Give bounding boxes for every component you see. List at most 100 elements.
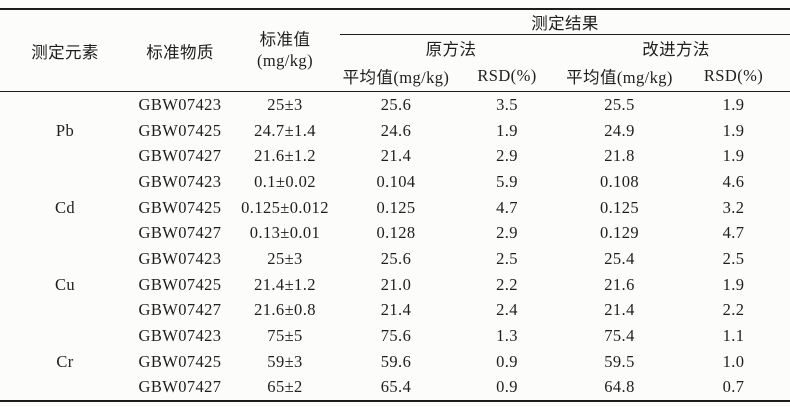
table-row: Cu GBW07423 25±3 25.6 2.5 25.4 2.5: [0, 246, 790, 294]
impr-mean-cell: 21.4: [604, 300, 635, 320]
standard-cell: 0.125±0.012: [241, 197, 329, 217]
element-cell: Cr: [56, 351, 74, 371]
impr-rsd-cell: 2.2: [722, 300, 745, 320]
header-standard-value-line2: (mg/kg): [257, 50, 313, 70]
impr-mean-cell: 25.5: [604, 94, 635, 114]
material-cell: GBW07427: [138, 300, 222, 320]
material-cell: GBW07427: [138, 146, 222, 166]
orig-mean-cell: 25.6: [380, 94, 412, 114]
standard-cell: 25±3: [267, 248, 303, 268]
impr-rsd-cell: 2.5: [722, 248, 745, 268]
table-row: GBW07427 0.13±0.01 0.128 2.9 0.129 4.7: [0, 220, 790, 246]
element-cell: Pb: [55, 120, 75, 140]
header-material: 标准物质: [130, 9, 230, 92]
standard-cell: 21.6±1.2: [254, 146, 316, 166]
orig-rsd-cell: 2.2: [496, 274, 518, 294]
material-cell: GBW07427: [138, 223, 222, 243]
table-row: GBW07425 24.7±1.4 24.6 1.9 24.9 1.9: [0, 118, 790, 144]
orig-mean-cell: 65.4: [380, 377, 412, 397]
header-element: 测定元素: [0, 9, 130, 92]
orig-rsd-cell: 0.9: [496, 377, 518, 397]
impr-mean-cell: 59.5: [604, 351, 635, 371]
material-cell: GBW07425: [138, 197, 222, 217]
material-cell: GBW07425: [138, 274, 222, 294]
results-table: 测定元素 标准物质 标准值 (mg/kg) 测定结果 原方法 改进方法 平均值(…: [0, 8, 790, 403]
impr-mean-cell: 21.6: [604, 274, 635, 294]
impr-mean-cell: 75.4: [604, 326, 635, 346]
table-row: GBW07425 59±3 59.6 0.9 59.5 1.0: [0, 349, 790, 375]
material-cell: GBW07423: [138, 94, 222, 114]
standard-cell: 24.7±1.4: [254, 120, 316, 140]
impr-rsd-cell: 4.6: [722, 171, 745, 191]
material-cell: GBW07425: [138, 351, 222, 371]
header-mean-original: 平均值(mg/kg): [340, 61, 452, 92]
table-row: GBW07427 21.6±1.2 21.4 2.9 21.8 1.9: [0, 143, 790, 169]
standard-cell: 25±3: [267, 94, 303, 114]
orig-mean-cell: 25.6: [380, 248, 412, 268]
impr-mean-cell: 64.8: [604, 377, 635, 397]
orig-rsd-cell: 2.4: [496, 300, 518, 320]
orig-mean-cell: 59.6: [380, 351, 412, 371]
impr-mean-cell: 0.125: [599, 197, 640, 217]
orig-rsd-cell: 1.9: [496, 120, 518, 140]
header-method-improved: 改进方法: [642, 40, 710, 59]
table-row: GBW07425 0.125±0.012 0.125 4.7 0.125 3.2: [0, 195, 790, 221]
standard-cell: 0.1±0.02: [254, 171, 316, 191]
impr-rsd-cell: 1.0: [722, 351, 745, 371]
impr-rsd-cell: 1.9: [722, 274, 745, 294]
table-row: Cr GBW07423 75±5 75.6 1.3 75.4 1.1: [0, 323, 790, 371]
table-row: GBW07425 21.4±1.2 21.0 2.2 21.6 1.9: [0, 272, 790, 298]
header-row-methods: 原方法 改进方法: [0, 35, 790, 62]
header-rsd-original: RSD(%): [452, 61, 562, 92]
impr-rsd-cell: 0.7: [722, 377, 745, 397]
element-cell: Cd: [54, 197, 76, 217]
impr-rsd-cell: 1.9: [722, 94, 745, 114]
orig-rsd-cell: 3.5: [496, 94, 518, 114]
impr-mean-cell: 0.108: [599, 171, 640, 191]
orig-mean-cell: 0.128: [376, 223, 416, 243]
impr-rsd-cell: 1.9: [722, 120, 745, 140]
standard-cell: 65±2: [267, 377, 303, 397]
table-body: Pb GBW07423 25±3 25.6 3.5 25.5 1.9 GBW07425 24.7…: [0, 92, 790, 402]
orig-mean-cell: 21.0: [380, 274, 412, 294]
orig-rsd-cell: 1.3: [496, 326, 518, 346]
impr-mean-cell: 0.129: [599, 223, 640, 243]
impr-rsd-cell: 1.9: [722, 146, 745, 166]
table-row: GBW07427 21.6±0.8 21.4 2.4 21.4 2.2: [0, 298, 790, 324]
impr-rsd-cell: 4.7: [722, 223, 745, 243]
impr-mean-cell: 21.8: [604, 146, 635, 166]
orig-rsd-cell: 2.9: [496, 146, 518, 166]
header-rsd-improved: RSD(%): [677, 61, 790, 92]
orig-mean-cell: 0.104: [376, 171, 416, 191]
material-cell: GBW07423: [138, 248, 222, 268]
table-row: Pb GBW07423 25±3 25.6 3.5 25.5 1.9: [0, 92, 790, 140]
impr-mean-cell: 25.4: [604, 248, 635, 268]
standard-cell: 59±3: [267, 351, 303, 371]
impr-mean-cell: 24.9: [604, 120, 635, 140]
header-row-top: 测定元素 标准物质 标准值 (mg/kg) 测定结果: [0, 9, 790, 92]
orig-rsd-cell: 2.9: [496, 223, 518, 243]
standard-cell: 21.6±0.8: [254, 300, 316, 320]
orig-mean-cell: 24.6: [380, 120, 412, 140]
table-header: 测定元素 标准物质 标准值 (mg/kg) 测定结果 原方法 改进方法 平均值(…: [0, 9, 790, 92]
orig-mean-cell: 75.6: [380, 326, 412, 346]
header-row-measures: 平均值(mg/kg) RSD(%) 平均值(mg/kg) RSD(%): [0, 61, 790, 92]
header-standard-value-line1: 标准值: [259, 29, 311, 49]
orig-mean-cell: 21.4: [380, 146, 412, 166]
orig-mean-cell: 21.4: [380, 300, 412, 320]
material-cell: GBW07427: [138, 377, 222, 397]
impr-rsd-cell: 3.2: [722, 197, 745, 217]
table-row: GBW07427 65±2 65.4 0.9 64.8 0.7: [0, 375, 790, 402]
header-standard-value: 标准值 (mg/kg): [230, 9, 340, 92]
header-method-original: 原方法: [425, 40, 477, 59]
orig-rsd-cell: 2.5: [496, 248, 518, 268]
table-row: Cd GBW07423 0.1±0.02 0.104 5.9 0.108 4.6: [0, 169, 790, 217]
orig-mean-cell: 0.125: [376, 197, 416, 217]
impr-rsd-cell: 1.1: [722, 326, 745, 346]
orig-rsd-cell: 5.9: [496, 171, 518, 191]
orig-rsd-cell: 4.7: [496, 197, 518, 217]
material-cell: GBW07423: [138, 171, 222, 191]
header-results-group: 测定结果: [340, 9, 790, 35]
element-cell: Cu: [54, 274, 76, 294]
standard-cell: 75±5: [267, 326, 303, 346]
